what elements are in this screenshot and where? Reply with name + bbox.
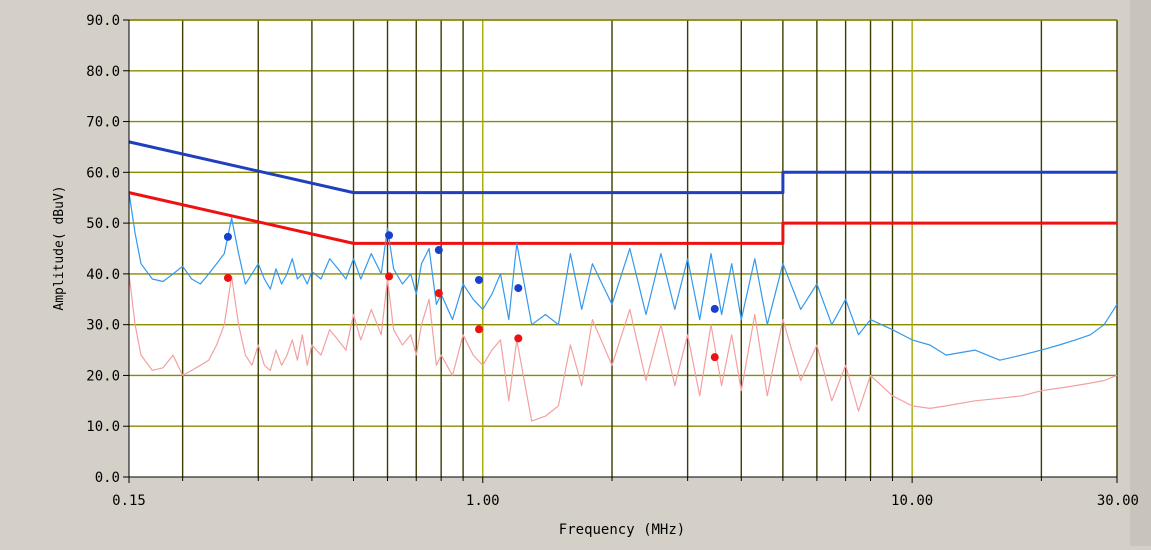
marker-avg (385, 272, 394, 281)
trace-peak (128, 192, 1118, 361)
trace-avg (128, 273, 1118, 422)
marker-qp (710, 304, 719, 313)
plot-area (129, 20, 1117, 477)
y-tick-label: 80.0 (86, 64, 120, 80)
y-axis-label: Amplitude( dBuV) (52, 185, 67, 310)
tick-labels: 0.0 10.0 20.0 30.0 40.0 50.0 60.0 70.0 80.0 90.0 0… (86, 13, 1139, 509)
grid (129, 19, 1118, 477)
limit-lines (128, 140, 1117, 245)
x-axis-label: Frequency (MHz) (559, 522, 685, 538)
limit-line-avg (128, 191, 1117, 245)
marker-qp (514, 284, 523, 293)
traces (128, 192, 1118, 422)
markers (223, 231, 719, 362)
y-tick-label: 0.0 (95, 470, 120, 486)
y-tick-label: 30.0 (86, 318, 120, 334)
x-tick-label: 10.00 (891, 493, 933, 509)
y-tick-label: 10.0 (86, 419, 120, 435)
y-tick-label: 40.0 (86, 267, 120, 283)
marker-qp (474, 275, 483, 284)
marker-avg (474, 325, 483, 334)
x-tick-label: 30.00 (1097, 493, 1139, 509)
y-tick-label: 50.0 (86, 216, 120, 232)
marker-qp (385, 231, 394, 240)
marker-avg (710, 353, 719, 362)
marker-qp (434, 246, 443, 255)
y-tick-label: 70.0 (86, 115, 120, 131)
axes (128, 20, 1117, 478)
x-tick-label: 1.00 (466, 493, 500, 509)
marker-avg (223, 273, 232, 282)
x-tick-label: 0.15 (112, 493, 146, 509)
marker-avg (514, 334, 523, 343)
marker-qp (223, 232, 232, 241)
limit-line-qp (128, 140, 1117, 195)
y-tick-label: 60.0 (86, 165, 120, 181)
y-tick-label: 20.0 (86, 368, 120, 384)
scrollbar-edge (1130, 0, 1151, 546)
y-tick-label: 90.0 (86, 13, 120, 29)
marker-avg (434, 289, 443, 298)
